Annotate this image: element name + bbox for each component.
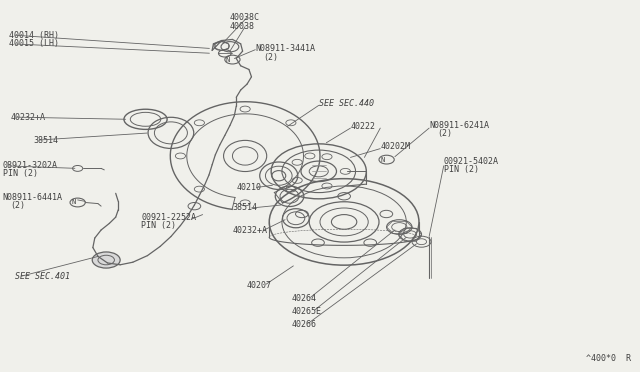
Text: 40266: 40266: [291, 320, 316, 329]
Text: 40207: 40207: [247, 281, 272, 290]
Text: N: N: [72, 199, 76, 205]
Text: 38514: 38514: [232, 203, 257, 212]
Text: SEE SEC.440: SEE SEC.440: [319, 99, 374, 108]
Text: 40202M: 40202M: [380, 142, 410, 151]
Text: 40232+A: 40232+A: [232, 226, 268, 235]
Text: N08911-6241A: N08911-6241A: [429, 121, 489, 130]
Text: (2): (2): [263, 52, 278, 61]
Text: 40265E: 40265E: [291, 307, 321, 316]
Text: PIN (2): PIN (2): [141, 221, 176, 230]
Text: PIN (2): PIN (2): [444, 165, 479, 174]
Text: (2): (2): [10, 201, 26, 209]
Text: 40222: 40222: [351, 122, 376, 131]
Text: N: N: [380, 157, 384, 163]
Text: N08911-3441A: N08911-3441A: [255, 44, 316, 53]
Text: 40264: 40264: [291, 294, 316, 303]
Text: N: N: [226, 57, 230, 62]
Text: 40038: 40038: [230, 22, 255, 31]
Text: (2): (2): [437, 129, 452, 138]
Text: 08921-3202A: 08921-3202A: [3, 161, 58, 170]
Text: 40232+A: 40232+A: [10, 113, 45, 122]
Text: 40015 (LH): 40015 (LH): [9, 39, 59, 48]
Text: 00921-5402A: 00921-5402A: [444, 157, 499, 166]
Text: PIN (2): PIN (2): [3, 169, 38, 178]
Circle shape: [92, 252, 120, 268]
Text: 40210: 40210: [236, 183, 261, 192]
Text: 38514: 38514: [33, 136, 58, 145]
Text: 00921-2252A: 00921-2252A: [141, 213, 196, 222]
Text: 40014 (RH): 40014 (RH): [9, 31, 59, 39]
Text: N08911-6441A: N08911-6441A: [3, 193, 63, 202]
Text: 40038C: 40038C: [230, 13, 260, 22]
Text: ^400*0  R: ^400*0 R: [586, 354, 631, 363]
Text: SEE SEC.401: SEE SEC.401: [15, 272, 70, 281]
